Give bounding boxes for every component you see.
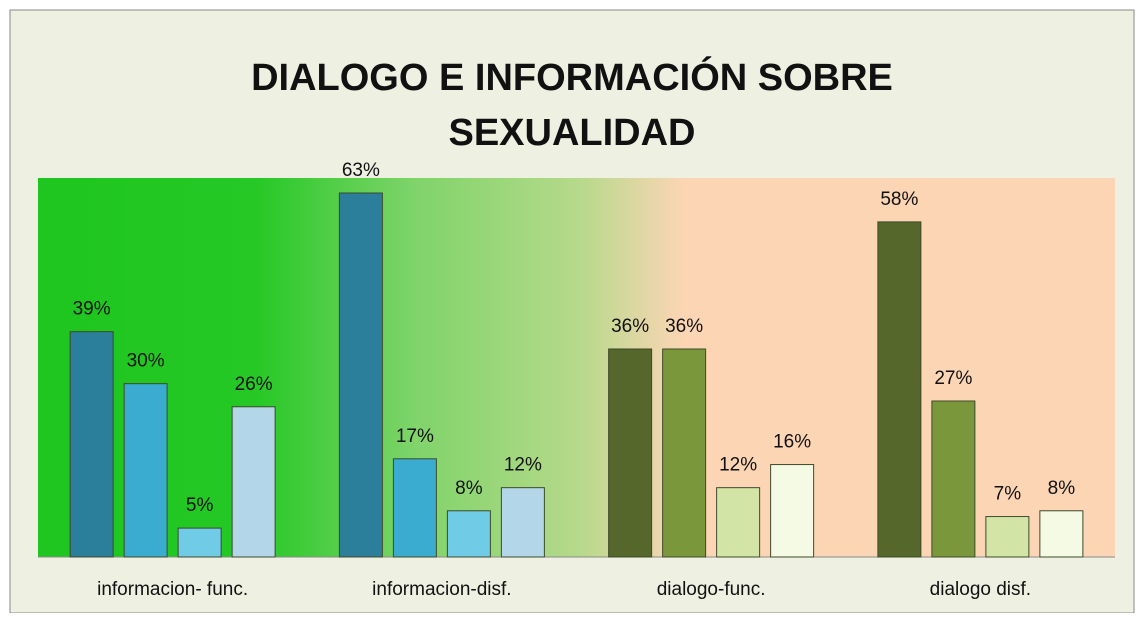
bar bbox=[69, 331, 114, 558]
x-tick-label: dialogo disf. bbox=[930, 579, 1031, 600]
bar bbox=[500, 487, 545, 558]
bar bbox=[877, 221, 922, 558]
x-tick-label: informacion-disf. bbox=[372, 579, 511, 600]
bar bbox=[338, 192, 383, 558]
data-label: 17% bbox=[396, 426, 434, 447]
bar bbox=[662, 348, 707, 558]
data-label: 36% bbox=[665, 316, 703, 337]
chart-title: SEXUALIDAD bbox=[448, 112, 695, 154]
data-label: 12% bbox=[504, 455, 542, 476]
bar bbox=[123, 383, 168, 558]
data-label: 7% bbox=[994, 484, 1022, 505]
data-label: 8% bbox=[455, 478, 483, 499]
bar bbox=[1039, 510, 1084, 558]
data-label: 30% bbox=[127, 351, 165, 372]
bar bbox=[931, 400, 976, 558]
data-label: 5% bbox=[186, 495, 214, 516]
bar bbox=[770, 464, 815, 558]
data-label: 27% bbox=[934, 368, 972, 389]
data-label: 16% bbox=[773, 432, 811, 453]
bar bbox=[716, 487, 761, 558]
bar bbox=[446, 510, 491, 558]
x-tick-label: dialogo-func. bbox=[657, 579, 766, 600]
chart-title: DIALOGO E INFORMACIÓN SOBRE bbox=[251, 55, 893, 99]
data-label: 36% bbox=[611, 316, 649, 337]
bar bbox=[231, 406, 276, 558]
data-label: 58% bbox=[880, 189, 918, 210]
x-tick-label: informacion- func. bbox=[97, 579, 248, 600]
bar bbox=[177, 527, 222, 558]
data-label: 8% bbox=[1048, 478, 1076, 499]
data-label: 26% bbox=[235, 374, 273, 395]
data-label: 39% bbox=[73, 299, 111, 320]
bar bbox=[392, 458, 437, 558]
bar bbox=[608, 348, 653, 558]
data-label: 12% bbox=[719, 455, 757, 476]
bar bbox=[985, 516, 1030, 558]
data-label: 63% bbox=[342, 160, 380, 181]
